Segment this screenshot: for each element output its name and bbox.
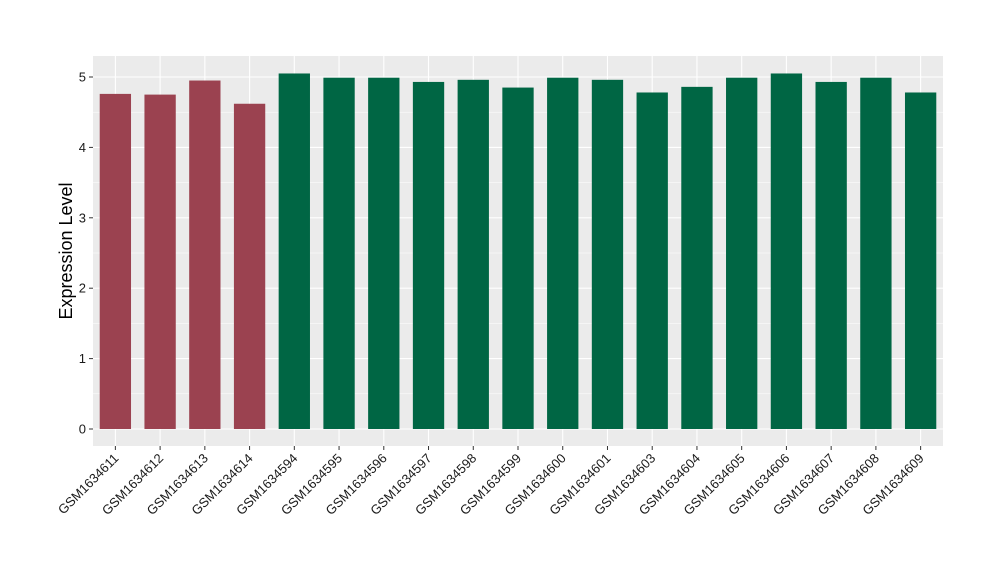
bar-GSM1634613 xyxy=(189,80,221,430)
bar-GSM1634597 xyxy=(412,81,445,429)
y-tick-label: 2 xyxy=(79,281,86,296)
bars xyxy=(99,73,937,430)
bar-GSM1634611 xyxy=(99,93,132,430)
bar-GSM1634603 xyxy=(636,92,668,429)
bar-GSM1634598 xyxy=(457,79,489,429)
y-tick-label: 0 xyxy=(79,422,86,437)
y-axis: 0 1 2 3 4 5 xyxy=(79,70,93,437)
y-axis-title: Expression Level xyxy=(56,182,76,319)
bar-GSM1634601 xyxy=(591,79,624,429)
y-tick-label: 4 xyxy=(79,140,86,155)
bar-GSM1634600 xyxy=(547,77,579,429)
bar-GSM1634595 xyxy=(323,77,355,429)
bar-GSM1634599 xyxy=(502,87,534,429)
bar-GSM1634612 xyxy=(144,94,176,429)
x-axis: GSM1634611GSM1634612GSM1634613GSM1634614… xyxy=(55,446,927,518)
bar-GSM1634608 xyxy=(860,77,892,429)
bar-GSM1634606 xyxy=(770,73,803,429)
bar-GSM1634607 xyxy=(815,81,847,429)
bar-GSM1634609 xyxy=(904,92,937,429)
bar-GSM1634596 xyxy=(368,77,400,429)
y-tick-label: 3 xyxy=(79,210,86,225)
bar-GSM1634614 xyxy=(233,103,266,429)
bar-GSM1634605 xyxy=(726,77,758,429)
bar-GSM1634594 xyxy=(278,73,310,429)
bar-GSM1634604 xyxy=(681,86,713,429)
y-tick-label: 5 xyxy=(79,70,86,85)
y-tick-label: 1 xyxy=(79,351,86,366)
